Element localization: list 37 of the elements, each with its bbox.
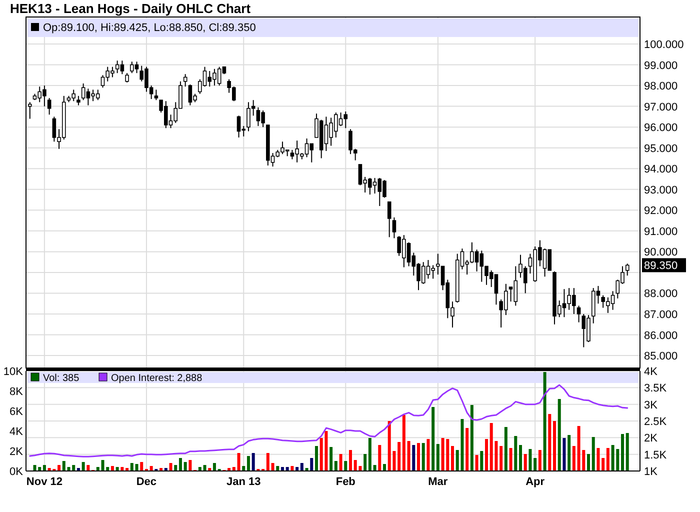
- y-tick-label: 90.000: [644, 246, 678, 259]
- y-tick-label: 96.000: [644, 122, 678, 134]
- y-tick-label: 6K: [10, 406, 24, 418]
- y-tick-label: 85.000: [644, 350, 678, 363]
- y-tick-label: 100.000: [644, 39, 684, 51]
- x-tick-label: Apr: [526, 476, 546, 488]
- y2-tick-label: 3K: [644, 399, 658, 412]
- y-tick-label: 87.000: [644, 309, 678, 321]
- annotation: Op:89.100, Hi:89.425, Lo:88.850, Cl:89.350: [43, 22, 256, 34]
- chart-title: HEK13 - Lean Hogs - Daily OHLC Chart: [10, 1, 252, 16]
- y-tick-label: 99.000: [644, 60, 678, 72]
- y2-tick-label: 3.5K: [644, 382, 668, 395]
- text: 89.350: [644, 260, 678, 272]
- y-tick-label: 95.000: [644, 142, 678, 155]
- y2-tick-label: 2.5K: [644, 416, 668, 428]
- x-tick-label: Feb: [336, 476, 356, 488]
- y2-tick-label: 1.5K: [644, 449, 668, 462]
- y-tick-label: 86.000: [644, 330, 678, 342]
- y-tick-label: 10K: [3, 366, 24, 378]
- y-tick-label: 93.000: [644, 184, 678, 196]
- y-tick-label: 92.000: [644, 205, 678, 218]
- y2-tick-label: 1K: [644, 466, 658, 478]
- x-tick-label: Mar: [428, 476, 448, 488]
- y-tick-label: 88.000: [644, 288, 678, 300]
- x-tick-label: Dec: [136, 476, 157, 488]
- y-tick-label: 0K: [10, 466, 24, 478]
- x-tick-label: Jan 13: [226, 476, 261, 488]
- y-tick-label: 98.000: [644, 80, 678, 93]
- y-tick-label: 94.000: [644, 164, 678, 176]
- y-tick-label: 91.000: [644, 226, 678, 238]
- legend-label: Vol: 385: [43, 373, 80, 384]
- y-tick-label: 2K: [10, 446, 24, 458]
- x-tick-label: Nov 12: [26, 476, 62, 488]
- y-tick-label: 8K: [10, 386, 24, 398]
- legend-label: Open Interest: 2,888: [111, 373, 203, 384]
- y-tick-label: 97.000: [644, 101, 678, 114]
- y-tick-label: 4K: [10, 426, 24, 438]
